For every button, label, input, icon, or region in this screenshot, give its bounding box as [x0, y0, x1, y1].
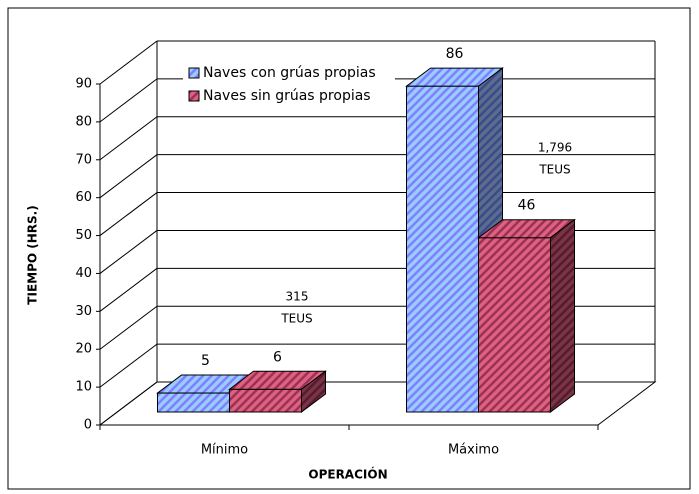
bar [157, 392, 230, 413]
x-tick-label: Mínimo [201, 443, 248, 458]
value-label: 6 [273, 349, 282, 365]
y-tick-label: 90 [75, 77, 92, 92]
value-label: 86 [446, 46, 464, 62]
y-tick-label: 60 [75, 190, 92, 205]
x-axis-label: OPERACIÓN [308, 467, 387, 482]
bar [406, 85, 479, 413]
bar-side-shade [301, 371, 326, 412]
grid-line [99, 40, 158, 85]
bar [478, 237, 551, 413]
annotation: TEUS [538, 163, 570, 177]
bar-side [301, 370, 326, 413]
y-tick-label: 10 [75, 380, 92, 395]
legend-swatch [188, 90, 200, 102]
grid-line [99, 192, 158, 236]
grid-line [99, 267, 158, 312]
grid-line [99, 381, 158, 426]
annotation: 1,796 [538, 141, 572, 155]
grid-line [99, 230, 158, 274]
bar-side [550, 218, 575, 413]
annotation: TEUS [280, 312, 312, 326]
y-tick-label: 40 [75, 266, 92, 281]
grid-line [99, 116, 158, 161]
grid-line [99, 154, 158, 199]
legend-label: Naves sin grúas propias [203, 88, 371, 104]
value-label: 5 [201, 353, 210, 369]
bar [229, 388, 302, 413]
grid-line [99, 78, 158, 123]
legend-swatch [188, 67, 200, 79]
value-label: 46 [518, 198, 536, 214]
grid-line [99, 343, 158, 388]
y-tick-label: 20 [75, 342, 92, 357]
y-tick-label: 50 [75, 228, 92, 243]
x-tick-label: Máximo [448, 443, 499, 458]
y-axis-label: TIEMPO (HRS.) [26, 205, 40, 304]
annotation: 315 [286, 290, 309, 304]
y-tick-label: 30 [75, 304, 92, 319]
y-tick-label: 0 [84, 418, 92, 433]
y-tick-label: 70 [75, 152, 92, 167]
legend-label: Naves con grúas propias [203, 65, 376, 81]
legend-box [183, 60, 395, 110]
y-tick-label: 80 [75, 114, 92, 129]
grid-line [99, 305, 158, 350]
bar-side-shade [550, 219, 575, 412]
